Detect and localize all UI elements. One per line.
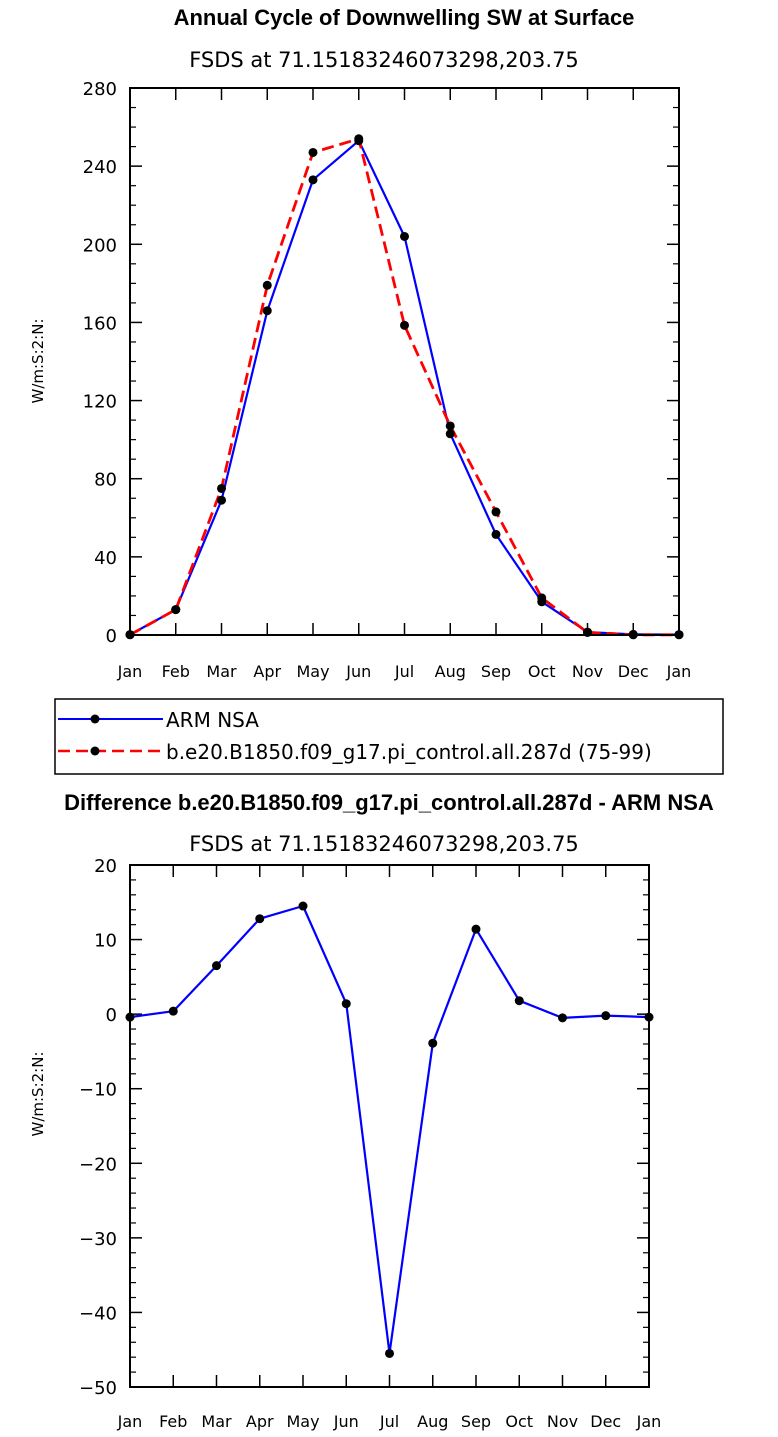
y-tick-label: 0 [106, 1005, 117, 1026]
legend-label-arm-nsa: ARM NSA [166, 708, 259, 732]
y-tick-labels: 0 40 80 120 160 200 240 280 [83, 79, 117, 647]
data-point [514, 996, 524, 1006]
chart-subtitle: FSDS at 71.15183246073298,203.75 [189, 48, 579, 72]
x-tick-label: Feb [159, 1412, 187, 1431]
data-point [217, 495, 226, 505]
x-tick-label: Jul [394, 662, 414, 681]
series-line-0 [129, 139, 680, 636]
y-tick-label: 0 [106, 626, 117, 647]
x-tick-label: Oct [505, 1412, 533, 1431]
x-tick-label: Dec [590, 1412, 621, 1431]
x-tick-label: Jun [345, 662, 371, 681]
legend-box [54, 698, 724, 775]
y-tick-label: −50 [79, 1378, 117, 1399]
y-tick-label: 160 [83, 313, 117, 334]
data-point [537, 593, 547, 603]
legend-marker-arm-nsa [90, 714, 100, 724]
data-point [255, 914, 265, 924]
data-point [445, 421, 455, 431]
axis-ticks [129, 864, 650, 1388]
data-point [400, 231, 409, 241]
y-tick-label: 280 [83, 79, 117, 100]
x-tick-label: Aug [435, 662, 466, 681]
x-tick-label: Mar [201, 1412, 232, 1431]
y-tick-label: 240 [83, 157, 117, 178]
x-tick-label: Jan [666, 662, 692, 681]
data-point [217, 483, 226, 493]
x-tick-label: Mar [206, 662, 237, 681]
data-point [471, 924, 481, 934]
plot-frame [129, 87, 680, 636]
x-tick-label: Sep [461, 1412, 491, 1431]
x-tick-label: Jun [333, 1412, 359, 1431]
legend: ARM NSA b.e20.B1850.f09_g17.pi_control.a… [54, 698, 724, 775]
y-tick-label: 20 [94, 856, 117, 877]
y-tick-label: 40 [94, 548, 117, 569]
data-point [491, 507, 501, 517]
x-tick-label: May [286, 1412, 319, 1431]
y-tick-label: −40 [79, 1303, 117, 1324]
y-tick-label: −30 [79, 1229, 117, 1250]
y-tick-label: 10 [94, 931, 117, 952]
x-tick-label: Jan [636, 1412, 662, 1431]
data-point [354, 134, 364, 144]
series-group [125, 134, 684, 640]
annual-cycle-chart: Annual Cycle of Downwelling SW at Surfac… [29, 5, 691, 681]
series-line-1 [129, 137, 679, 637]
series-group [125, 901, 654, 1358]
y-tick-label: 200 [83, 235, 117, 256]
y-tick-label: 80 [94, 470, 117, 491]
x-tick-label: May [296, 662, 329, 681]
x-tick-label: Apr [246, 1412, 274, 1431]
x-tick-label: Apr [253, 662, 281, 681]
x-tick-labels: Jan Feb Mar Apr May Jun Jul Aug Sep Oct Nov Dec Jan [117, 662, 692, 681]
data-point [601, 1011, 611, 1021]
x-tick-label: Jul [379, 1412, 399, 1431]
y-axis-label: W/m:S:2:N: [29, 1052, 47, 1137]
data-point [445, 429, 455, 439]
legend-marker-model [90, 746, 100, 756]
data-point [400, 320, 409, 330]
data-point [341, 999, 351, 1009]
x-tick-labels: Jan Feb Mar Apr May Jun Jul Aug Sep Oct Nov Dec Jan [117, 1412, 662, 1431]
chart-title: Annual Cycle of Downwelling SW at Surfac… [174, 5, 635, 30]
chart-title: Difference b.e20.B1850.f09_g17.pi_contro… [64, 790, 714, 815]
legend-label-model: b.e20.B1850.f09_g17.pi_control.all.287d … [166, 740, 652, 764]
data-point [308, 175, 318, 185]
data-point [385, 1348, 394, 1358]
x-tick-label: Jan [117, 662, 143, 681]
data-point [491, 529, 501, 539]
data-point [212, 961, 221, 971]
x-tick-label: Oct [528, 662, 556, 681]
data-point [262, 306, 272, 316]
y-tick-labels: −50 −40 −30 −20 −10 0 10 20 [79, 856, 117, 1399]
data-point [168, 1006, 178, 1016]
axis-ticks [129, 87, 680, 636]
chart-subtitle: FSDS at 71.15183246073298,203.75 [189, 832, 579, 856]
data-point [298, 901, 308, 911]
series-line-0 [129, 904, 650, 1355]
data-point [262, 280, 272, 290]
data-point [428, 1038, 438, 1048]
x-tick-label: Nov [572, 662, 603, 681]
plot-frame [129, 864, 650, 1388]
x-tick-label: Sep [481, 662, 511, 681]
x-tick-label: Dec [618, 662, 649, 681]
data-point [171, 605, 181, 615]
y-tick-label: −10 [79, 1080, 117, 1101]
data-point [558, 1013, 567, 1023]
y-tick-label: 120 [83, 392, 117, 413]
y-axis-label: W/m:S:2:N: [29, 319, 47, 404]
difference-chart: Difference b.e20.B1850.f09_g17.pi_contro… [29, 790, 714, 1431]
x-tick-label: Feb [162, 662, 190, 681]
x-tick-label: Nov [547, 1412, 578, 1431]
x-tick-label: Jan [117, 1412, 143, 1431]
data-point [308, 147, 318, 157]
x-tick-label: Aug [417, 1412, 448, 1431]
y-tick-label: −20 [79, 1154, 117, 1175]
